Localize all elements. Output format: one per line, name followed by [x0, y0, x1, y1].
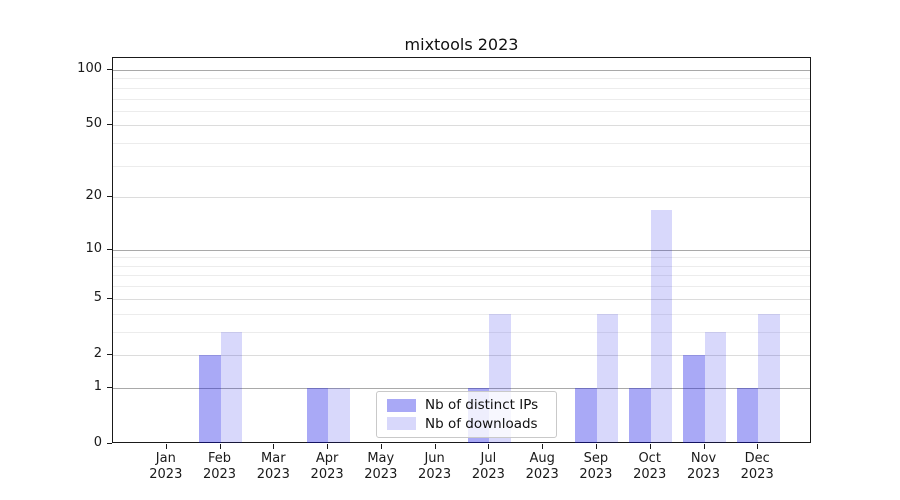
- ytick-label-50: 50: [85, 116, 102, 132]
- gridline-decade-10: [113, 249, 810, 251]
- ytick-label-5: 5: [93, 289, 102, 305]
- xtick-label-apr: Apr 2023: [310, 451, 344, 482]
- bar-ips-oct: [629, 387, 651, 443]
- gridline-minor-9: [113, 257, 810, 259]
- bar-ips-feb: [199, 355, 221, 443]
- bar-ips-dec: [736, 387, 759, 443]
- gridline-decade-1: [113, 387, 810, 389]
- gridline-major-5: [113, 298, 810, 300]
- xtick-label-sep: Sep 2023: [579, 451, 613, 482]
- ytick-mark-0: [107, 443, 112, 444]
- gridline-decade-100: [113, 69, 810, 71]
- xtick-mark-mar: [273, 444, 275, 449]
- xtick-mark-feb: [219, 444, 221, 449]
- xtick-label-feb: Feb 2023: [202, 451, 237, 482]
- gridline-major-2: [113, 355, 810, 356]
- xtick-label-jun: Jun 2023: [418, 451, 452, 482]
- gridline-minor-30: [113, 165, 810, 167]
- xtick-label-mar: Mar 2023: [256, 451, 290, 482]
- xtick-mark-dec: [757, 444, 759, 449]
- xtick-mark-oct: [649, 444, 651, 449]
- ytick-mark-2: [107, 354, 112, 355]
- xtick-mark-jan: [165, 444, 167, 449]
- xtick-mark-aug: [542, 444, 544, 449]
- ytick-label-1: 1: [93, 378, 102, 394]
- ytick-mark-1: [107, 386, 112, 388]
- bar-ips-sep: [575, 387, 597, 443]
- gridline-minor-3: [113, 331, 810, 333]
- xtick-label-nov: Nov 2023: [686, 451, 721, 482]
- plot-area: [112, 57, 811, 443]
- xtick-label-oct: Oct 2023: [633, 451, 667, 482]
- bar-downloads-sep: [596, 313, 619, 443]
- legend-label-distinct-ips: Nb of distinct IPs: [425, 397, 539, 414]
- gridline-minor-80: [113, 87, 810, 89]
- legend: Nb of distinct IPs Nb of downloads: [376, 391, 557, 438]
- ytick-label-10: 10: [85, 240, 102, 256]
- xtick-mark-may: [380, 444, 382, 449]
- bar-downloads-oct: [650, 209, 673, 443]
- xtick-label-dec: Dec 2023: [740, 451, 774, 482]
- gridline-minor-90: [113, 78, 810, 80]
- xtick-mark-nov: [703, 444, 705, 449]
- gridline-minor-7: [113, 275, 810, 277]
- legend-swatch-distinct-ips: [387, 398, 416, 412]
- ytick-mark-5: [107, 297, 112, 299]
- xtick-label-aug: Aug 2023: [525, 451, 559, 482]
- ytick-label-20: 20: [85, 188, 102, 204]
- xtick-mark-apr: [327, 444, 329, 449]
- xtick-label-jan: Jan 2023: [149, 451, 183, 482]
- legend-entry-distinct-ips: Nb of distinct IPs: [387, 397, 546, 413]
- xtick-mark-jul: [488, 444, 490, 449]
- ytick-label-100: 100: [77, 60, 102, 76]
- xtick-label-jul: Jul 2023: [471, 451, 505, 482]
- ytick-mark-10: [107, 248, 112, 250]
- bar-downloads-nov: [704, 331, 726, 443]
- gridline-major-20: [113, 197, 810, 199]
- bar-ips-nov: [683, 355, 705, 443]
- gridline-minor-4: [113, 313, 810, 315]
- xtick-label-may: May 2023: [364, 451, 398, 482]
- bar-ips-apr: [306, 387, 329, 443]
- gridline-minor-70: [113, 98, 810, 100]
- gridline-major-50: [113, 125, 810, 127]
- ytick-mark-100: [107, 68, 112, 70]
- gridline-minor-40: [113, 143, 810, 144]
- legend-label-downloads: Nb of downloads: [425, 415, 538, 432]
- gridline-minor-60: [113, 110, 810, 112]
- bar-downloads-apr: [328, 387, 350, 443]
- ytick-mark-50: [107, 124, 112, 126]
- legend-swatch-downloads: [387, 417, 416, 431]
- legend-entry-downloads: Nb of downloads: [387, 416, 546, 432]
- ytick-mark-20: [107, 196, 112, 198]
- ytick-label-2: 2: [93, 346, 102, 361]
- gridline-minor-6: [113, 286, 810, 288]
- chart-title: mixtools 2023: [404, 35, 519, 54]
- xtick-mark-jun: [434, 444, 436, 449]
- xtick-mark-sep: [595, 444, 597, 449]
- gridline-minor-8: [113, 265, 810, 267]
- bar-downloads-dec: [758, 313, 780, 443]
- ytick-label-0: 0: [93, 435, 102, 450]
- bar-downloads-feb: [220, 331, 242, 443]
